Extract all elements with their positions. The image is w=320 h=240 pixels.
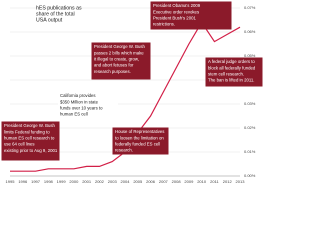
annotation-text: human ES cell [60,112,88,117]
x-tick-label: 2004 [121,179,131,184]
x-tick-label: 2000 [69,179,79,184]
x-tick-label: 2012 [223,179,233,184]
annotation-box [58,92,118,116]
x-tick-label: 2006 [146,179,156,184]
y-tick-label: 0.02% [244,125,256,130]
annotation-text: California provides [60,93,96,98]
x-tick-label: 1996 [18,179,28,184]
annotation-text: President Bush's 2001 [153,16,196,21]
chart-title: hES publications as [36,5,82,11]
y-tick-label: 0.03% [244,101,256,106]
x-tick-label: 2001 [82,179,92,184]
x-tick-label: 2013 [236,179,246,184]
x-tick-label: 2002 [95,179,105,184]
chart: 0.00%0.01%0.02%0.03%0.04%0.05%0.06%0.07%… [1,1,263,184]
annotation-text: federally funded ES cell [115,142,160,147]
annotation-text: use 64 cell lines [4,142,35,147]
x-tick-label: 1999 [57,179,67,184]
x-tick-label: 2003 [108,179,118,184]
y-tick-label: 0.01% [244,149,256,154]
annotation-text: passes 2 bills which make [94,50,144,55]
annotation-text: President Obama's 2009 [153,3,201,8]
annotation-box [1,121,60,161]
annotation-box [112,127,169,155]
x-tick-label: 1995 [6,179,16,184]
y-tick-label: 0.06% [244,29,256,34]
annotation-text: House of Representatives [115,129,164,134]
annotation-text: A federal judge orders to [208,59,255,64]
annotation-text: and abort fetuses for [94,63,134,68]
annotation-text: research. [115,148,133,153]
annotation-text: funds over 10 years to [60,106,103,111]
annotation-text: The ban is lifted in 2011. [208,78,255,83]
annotation-box [91,42,151,80]
annotation-text: Executive order revokes [153,9,199,14]
x-tick-label: 2011 [210,179,219,184]
annotation-text: President George W. Bush [4,123,55,128]
x-tick-label: 2007 [159,179,169,184]
annotation-text: $350 Million in state [60,99,99,104]
chart-title: share of the total [36,11,75,17]
x-tick-label: 2005 [133,179,143,184]
annotation-text: human ES cell research to [4,136,55,141]
x-tick-label: 1997 [31,179,41,184]
x-tick-label: 2010 [197,179,207,184]
x-tick-label: 2009 [184,179,194,184]
annotation-box [205,57,263,87]
annotation-box [150,1,232,30]
annotation-text: to loosen the limitation on [115,135,164,140]
y-tick-label: 0.05% [244,53,256,58]
annotation-text: research purposes. [94,69,131,74]
y-tick-label: 0.00% [244,173,256,178]
annotation-text: limits Federal funding to [4,129,50,134]
y-tick-label: 0.07% [244,5,256,10]
annotation-text: existing prior to Aug 9, 2001 [4,148,58,153]
annotation-text: it illegal to create, grow, [94,57,139,62]
x-tick-label: 1998 [44,179,54,184]
x-tick-label: 2008 [172,179,182,184]
annotation-text: stem cell research. [208,72,244,77]
annotation-text: President George W. Bush [94,44,145,49]
annotation-text: block all federally funded [208,65,256,70]
annotation-text: restrictions. [153,22,175,27]
chart-title: USA output [36,17,63,23]
